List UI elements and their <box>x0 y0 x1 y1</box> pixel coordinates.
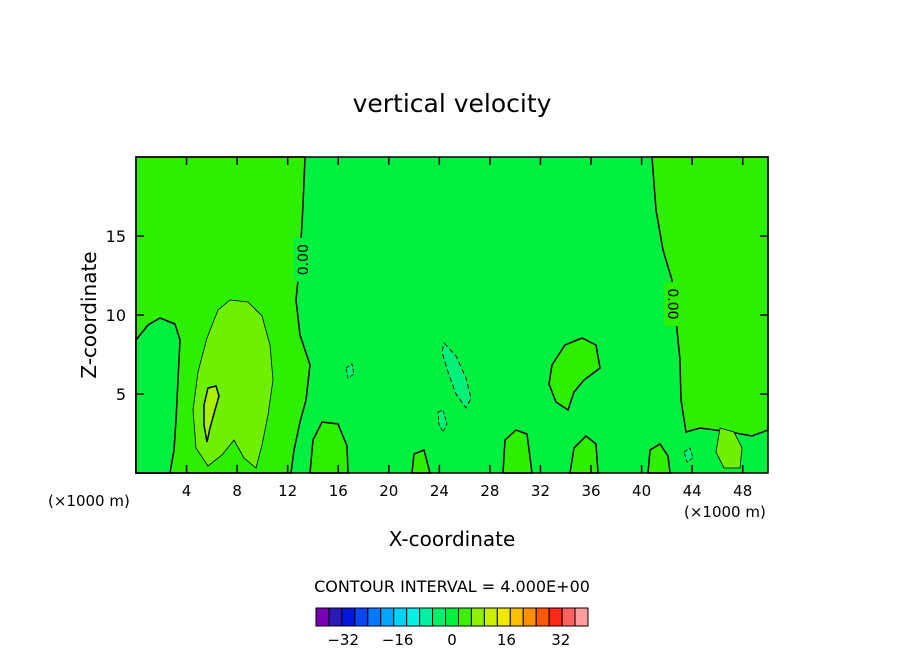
colorbar-swatch <box>496 607 511 627</box>
x-tick-label: 16 <box>329 482 348 500</box>
y-tick-label: 10 <box>106 306 126 325</box>
colorbar: −32 −16 0 16 32 <box>315 607 589 649</box>
colorbar-swatch <box>522 607 537 627</box>
colorbar-swatch <box>574 607 589 627</box>
x-tick-label: 12 <box>278 482 297 500</box>
region-negative-blob-1 <box>345 363 355 379</box>
region-positive-left-core <box>203 385 220 443</box>
region-positive-left-mid <box>192 299 274 469</box>
x-tick-label: 36 <box>581 482 600 500</box>
colorbar-swatch <box>328 607 343 627</box>
colorbar-swatch <box>483 607 498 627</box>
colorbar-swatch <box>341 607 356 627</box>
colorbar-swatch <box>393 607 408 627</box>
colorbar-swatch <box>561 607 576 627</box>
colorbar-swatch <box>432 607 447 627</box>
region-negative-blob-2 <box>437 409 448 433</box>
y-tick-label: 15 <box>106 227 126 246</box>
x-tick-label: 44 <box>683 482 702 500</box>
region-positive-right <box>651 156 769 437</box>
region-negative-streak <box>441 342 472 409</box>
colorbar-tick-label: 32 <box>551 631 570 649</box>
x-tick-label: 20 <box>379 482 398 500</box>
region-positive-left-lower <box>135 317 181 474</box>
colorbar-swatch <box>419 607 434 627</box>
colorbar-tick-label: −32 <box>327 631 359 649</box>
x-tick-label: 48 <box>733 482 752 500</box>
x-tick-label: 4 <box>182 482 192 500</box>
y-tick-label: 5 <box>116 385 126 404</box>
region-positive-cell-36 <box>548 337 601 412</box>
x-unit-right: (×1000 m) <box>684 503 766 521</box>
contour-label: 0.00 <box>296 244 312 275</box>
colorbar-swatch <box>470 607 485 627</box>
x-tick-label: 8 <box>232 482 242 500</box>
x-tick-label: 28 <box>480 482 499 500</box>
colorbar-swatch <box>535 607 550 627</box>
y-axis: 5 10 15 <box>106 227 768 404</box>
colorbar-swatch <box>380 607 395 627</box>
region-positive-right-cell <box>715 427 743 469</box>
y-axis-title: Z-coordinate <box>77 251 101 378</box>
plot-area: 0.00 0.00 <box>135 156 769 474</box>
x-tick-label: 40 <box>632 482 651 500</box>
colorbar-tick-label: 16 <box>497 631 516 649</box>
x-unit-left: (×1000 m) <box>48 492 130 510</box>
region-negative-blob-3 <box>683 447 694 463</box>
x-tick-label: 24 <box>430 482 449 500</box>
colorbar-swatch <box>406 607 421 627</box>
colorbar-swatch <box>457 607 472 627</box>
colorbar-swatch <box>354 607 369 627</box>
colorbar-swatch <box>445 607 459 627</box>
colorbar-tick-label: −16 <box>382 631 414 649</box>
x-axis-title: X-coordinate <box>389 527 516 551</box>
x-tick-label: 32 <box>531 482 550 500</box>
contour-label-background <box>293 237 312 282</box>
chart-title: vertical velocity <box>353 89 552 118</box>
colorbar-swatch <box>315 607 330 627</box>
contour-interval-label: CONTOUR INTERVAL = 4.000E+00 <box>314 577 590 596</box>
colorbar-swatch <box>367 607 382 627</box>
colorbar-swatch <box>509 607 524 627</box>
colorbar-swatch <box>548 607 563 627</box>
contour-label: 0.00 <box>664 288 680 319</box>
x-axis: 4 8 12 16 20 24 28 32 36 40 44 48 <box>182 157 752 500</box>
contour-label-background <box>664 281 683 326</box>
colorbar-tick-label: 0 <box>447 631 457 649</box>
